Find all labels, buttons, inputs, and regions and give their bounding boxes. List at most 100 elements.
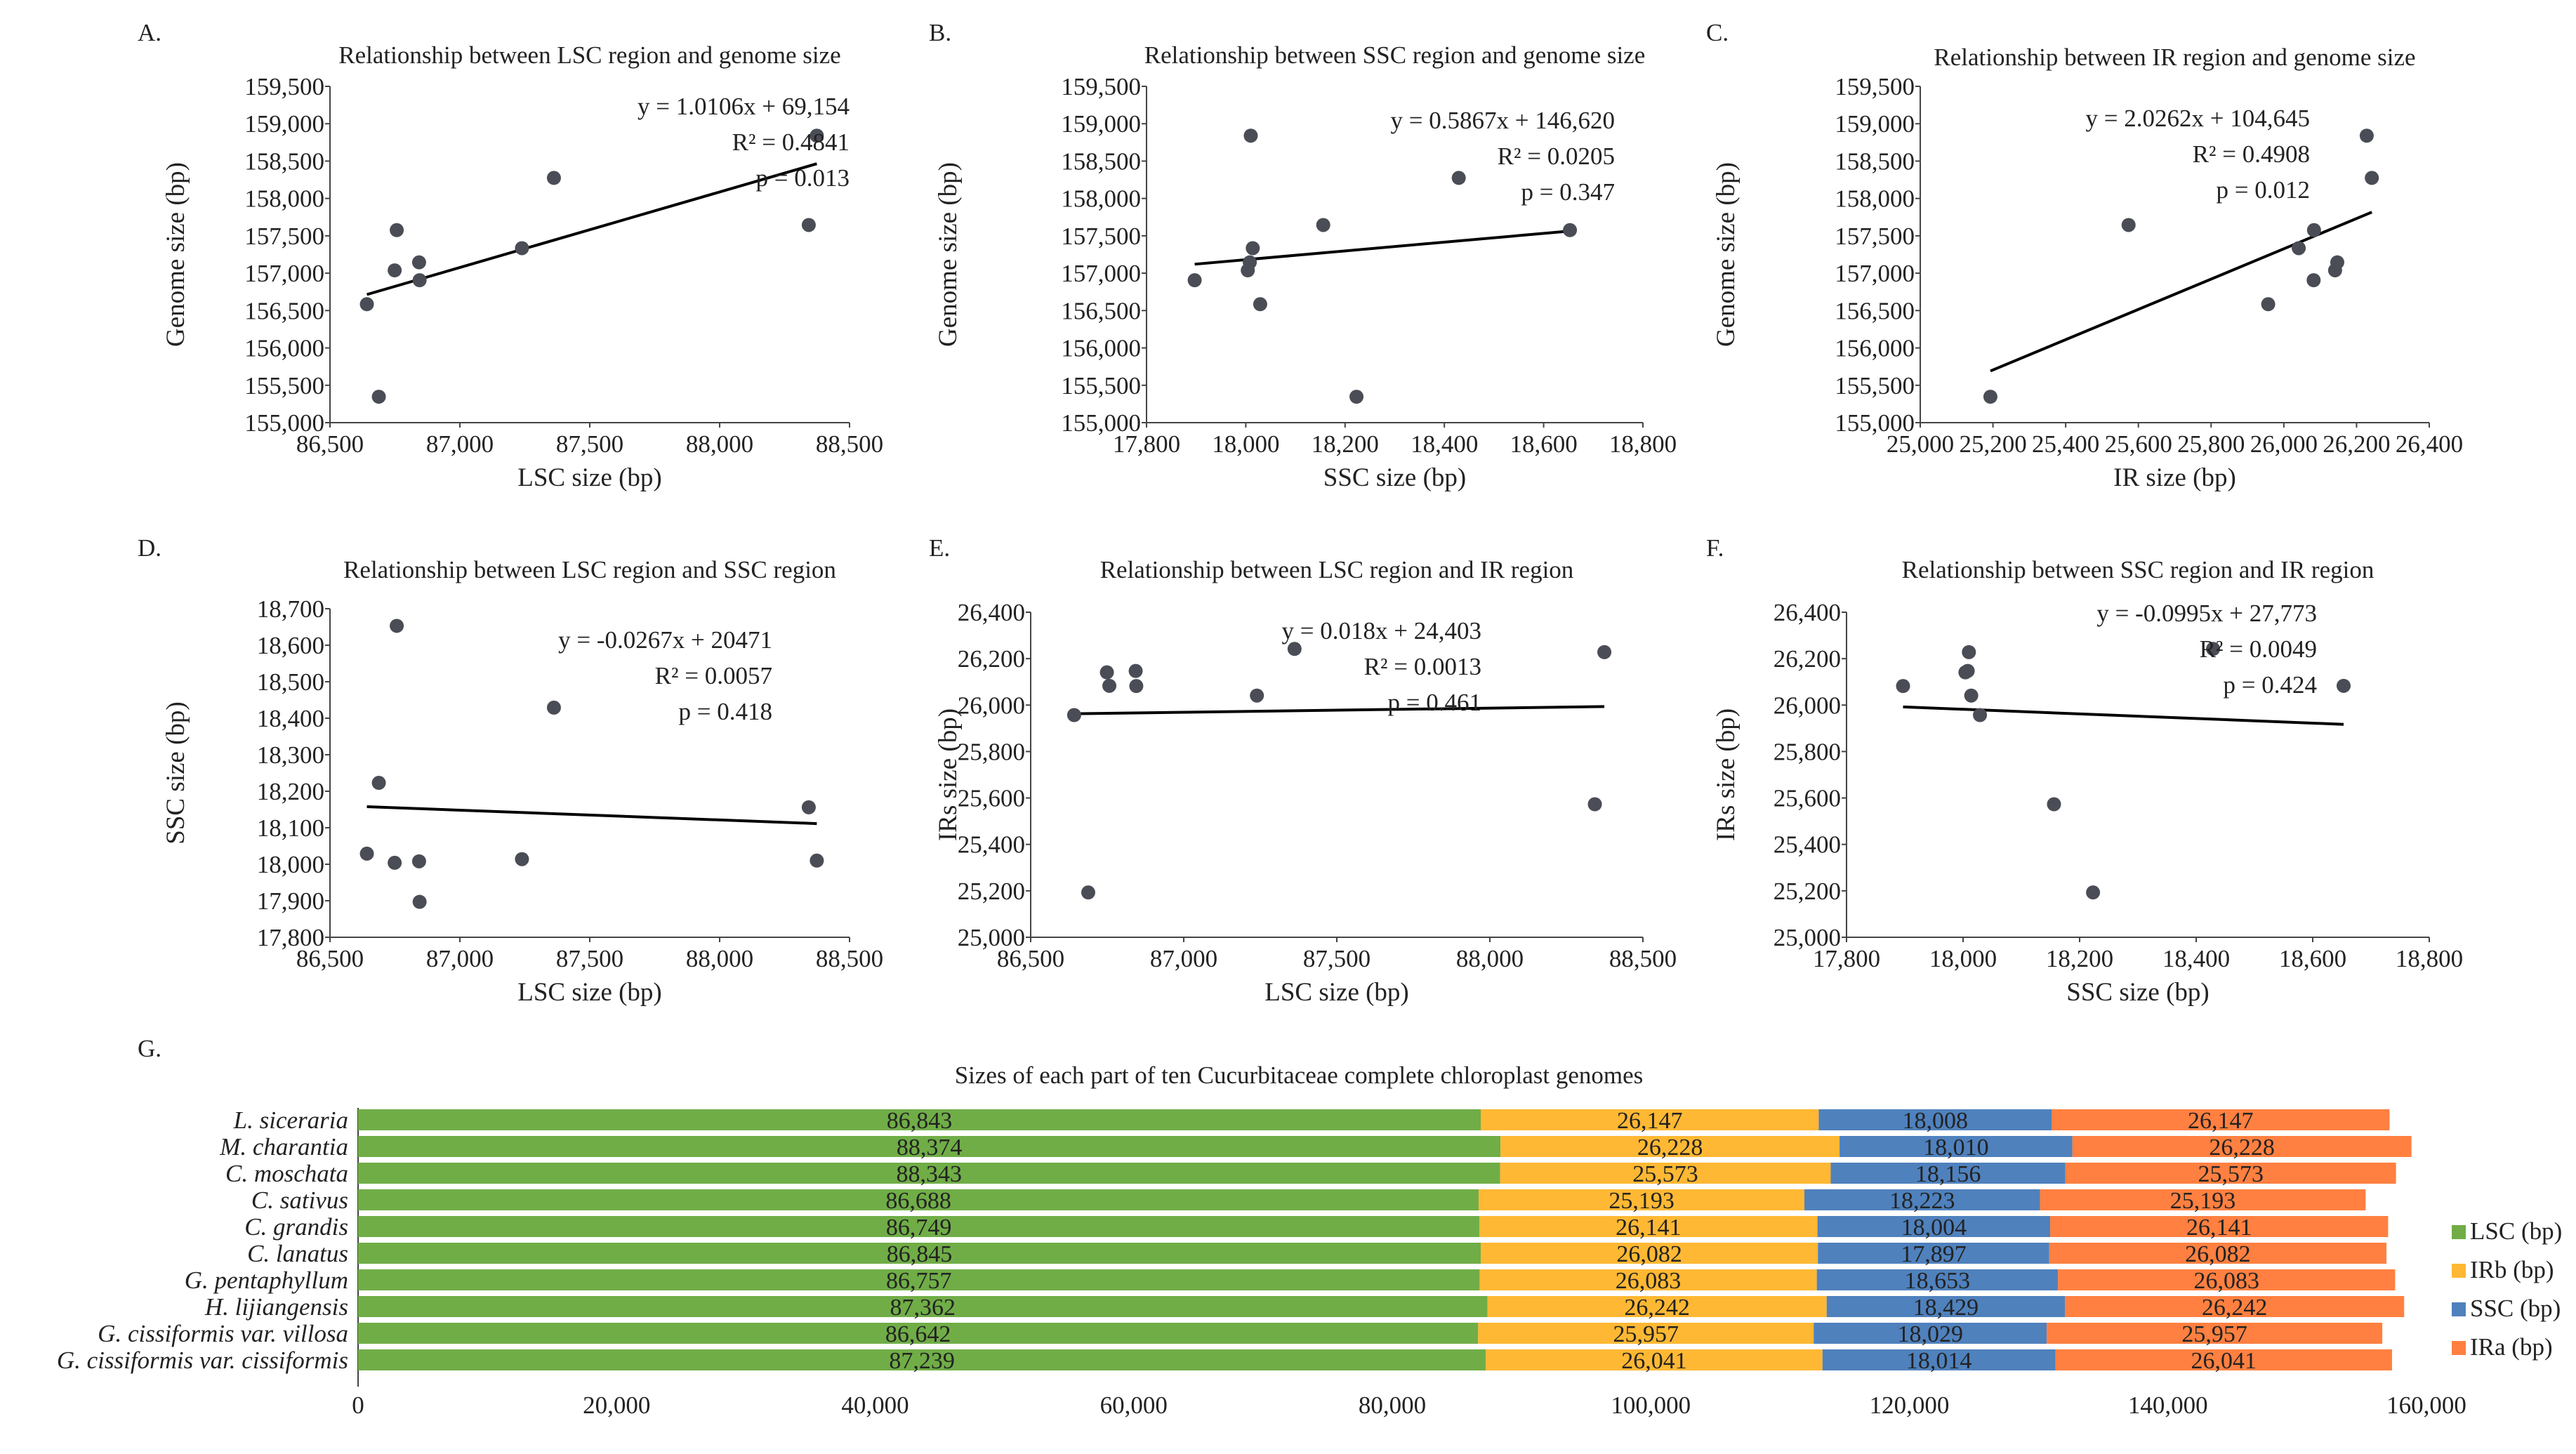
bar-value-label: 87,239 — [889, 1348, 955, 1374]
data-point — [1563, 223, 1578, 237]
bar-segment-irb — [1479, 1216, 1818, 1237]
y-tick-label: 26,000 — [1774, 692, 1841, 719]
trendline — [1903, 705, 2344, 726]
x-tick-label: 25,200 — [1959, 430, 2026, 458]
y-tick-label: 155,000 — [244, 409, 324, 437]
regression-annotation: p = 0.347 — [1521, 178, 1616, 206]
regression-annotation: y = -0.0267x + 20471 — [558, 626, 772, 654]
bar-value-label: 26,083 — [2193, 1268, 2259, 1294]
bar-value-label: 25,573 — [2198, 1161, 2264, 1187]
bar-value-label: 26,141 — [2186, 1215, 2252, 1241]
x-tick-label: 88,500 — [816, 430, 883, 458]
y-tick-label: 156,000 — [1835, 335, 1915, 362]
y-tick-label: 157,000 — [1061, 260, 1141, 287]
y-tick-label: 159,500 — [1835, 73, 1915, 100]
data-point — [1246, 241, 1260, 256]
bar-segment-ira — [2047, 1323, 2383, 1344]
bar-value-label: 26,242 — [2202, 1295, 2268, 1321]
bar-value-label: 18,429 — [1913, 1295, 1979, 1321]
scatter-panel-e: E. Relationship between LSC region and IR… — [929, 534, 1677, 1007]
x-tick-label: 87,000 — [426, 430, 494, 458]
y-tick-label: 159,500 — [1061, 73, 1141, 100]
bar-value-label: 26,083 — [1616, 1268, 1682, 1294]
bar-value-label: 26,041 — [2191, 1348, 2257, 1374]
legend-swatch — [2452, 1225, 2466, 1239]
x-tick-label: 17,800 — [1113, 430, 1180, 458]
y-tick-label: 156,000 — [244, 335, 324, 362]
bar-segment-lsc — [358, 1323, 1479, 1344]
scatter-panel-f: F. Relationship between SSC region and IR… — [1706, 534, 2463, 1007]
bar-value-label: 86,845 — [887, 1241, 953, 1267]
data-point — [2206, 642, 2221, 656]
bar-segment-ira — [2065, 1296, 2405, 1317]
y-tick-label: 155,000 — [1061, 409, 1141, 437]
bar-value-label: 26,082 — [1616, 1241, 1682, 1267]
data-point — [1129, 679, 1144, 694]
data-point — [390, 619, 404, 633]
y-tick-label: 17,800 — [257, 924, 324, 951]
x-axis-label: LSC size (bp) — [517, 463, 662, 492]
regression-annotation: R² = 0.0049 — [2200, 635, 2317, 663]
y-tick-label: 18,700 — [257, 595, 324, 623]
regression-annotation: p = 0.418 — [679, 698, 773, 725]
bar-segment-ira — [2058, 1269, 2396, 1290]
data-point — [2292, 241, 2306, 256]
data-point — [2121, 218, 2136, 232]
data-point — [1128, 663, 1143, 678]
x-tick-label: 160,000 — [2386, 1392, 2466, 1419]
data-point — [412, 273, 427, 288]
bar-segment-lsc — [358, 1216, 1480, 1237]
x-tick-label: 88,500 — [1609, 945, 1677, 972]
bar-segment-lsc — [358, 1163, 1500, 1184]
y-tick-label: 158,000 — [244, 185, 324, 213]
scatter-panel-b: B. Relationship between SSC region and ge… — [929, 19, 1677, 492]
bar-value-label: 25,957 — [2181, 1321, 2247, 1347]
category-label: H. lijiangensis — [204, 1293, 348, 1321]
bar-value-label: 18,010 — [1923, 1135, 1989, 1161]
y-tick-label: 158,500 — [244, 147, 324, 175]
data-point — [1983, 390, 1997, 404]
x-tick-label: 100,000 — [1611, 1392, 1691, 1419]
data-point — [412, 894, 427, 909]
bar-segment-ssc — [1816, 1269, 2059, 1290]
panel-label: A. — [138, 19, 161, 46]
x-tick-label: 18,000 — [1929, 945, 1997, 972]
bar-segment-lsc — [358, 1243, 1481, 1264]
y-tick-label: 155,500 — [244, 372, 324, 399]
data-point — [1099, 665, 1114, 680]
y-tick-label: 18,400 — [257, 705, 324, 732]
panel-label: G. — [138, 1035, 161, 1062]
data-point — [2365, 171, 2379, 185]
y-tick-label: 26,000 — [958, 692, 1025, 719]
x-tick-label: 17,800 — [1813, 945, 1880, 972]
x-tick-label: 25,000 — [1887, 430, 1954, 458]
y-tick-label: 156,500 — [244, 297, 324, 324]
bar-value-label: 86,757 — [886, 1268, 952, 1294]
y-tick-label: 18,100 — [257, 814, 324, 842]
x-tick-label: 88,000 — [1456, 945, 1524, 972]
bar-segment-irb — [1500, 1163, 1831, 1184]
y-tick-label: 17,900 — [257, 887, 324, 915]
y-tick-label: 155,500 — [1835, 372, 1915, 399]
data-point — [515, 241, 529, 256]
data-point — [810, 128, 824, 143]
bar-value-label: 88,343 — [897, 1161, 963, 1187]
legend-swatch — [2452, 1264, 2466, 1278]
x-tick-label: 18,400 — [2162, 945, 2230, 972]
data-point — [2086, 885, 2101, 900]
bar-segment-lsc — [358, 1296, 1488, 1317]
bar-value-label: 18,156 — [1915, 1161, 1981, 1187]
bar-value-label: 86,642 — [885, 1321, 951, 1347]
bar-value-label: 26,228 — [1637, 1135, 1703, 1161]
legend-entry: IRa (bp) — [2470, 1333, 2553, 1361]
bar-segment-irb — [1480, 1109, 1819, 1130]
y-tick-label: 156,500 — [1835, 297, 1915, 324]
y-axis-label: SSC size (bp) — [161, 701, 190, 845]
bar-segment-ira — [2072, 1136, 2412, 1157]
bar-segment-lsc — [358, 1269, 1480, 1290]
bar-segment-ssc — [1818, 1243, 2049, 1264]
chart-title: Relationship between IR region and genom… — [1934, 44, 2415, 71]
category-label: C. lanatus — [247, 1240, 348, 1267]
y-tick-label: 25,800 — [958, 738, 1025, 765]
